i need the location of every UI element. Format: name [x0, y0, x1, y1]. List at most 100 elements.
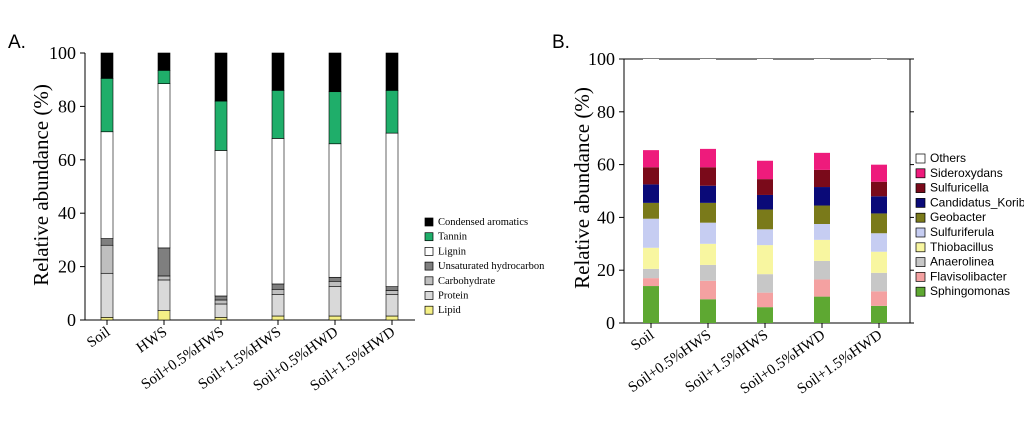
a-bar-soil-lignin	[100, 131, 114, 239]
b-y-tick-label-40: 40	[597, 207, 615, 227]
a-bar-soil-0-5-hws-carbohydrate	[214, 299, 228, 305]
a-y-tick-label-20: 20	[58, 257, 76, 277]
b-bar-soil-0-5-hwd-thiobacillus	[814, 239, 830, 261]
a-bar-soil-0-5-hwd-tannin	[328, 91, 342, 145]
panel-a-bars	[100, 52, 399, 321]
b-bar-soil-1-5-hws-anaerolinea	[757, 274, 773, 293]
a-bar-soil-1-5-hwd-tannin	[385, 90, 399, 134]
a-bar-soil-1-5-hwd-lipid	[385, 315, 399, 321]
a-bar-soil-1-5-hwd-condensed-aromatics	[385, 52, 399, 91]
a-legend-swatch-protein	[424, 291, 434, 300]
b-y-tick-label-0: 0	[606, 313, 615, 333]
a-y-tick-label-40: 40	[58, 203, 76, 223]
a-bar-soil-0-5-hws-lignin	[214, 150, 228, 297]
a-y-tick-label-60: 60	[58, 150, 76, 170]
b-bar-soil-1-5-hws-sulfuricella	[757, 179, 773, 195]
panel-b-axes: 020406080100SoilSoil+0.5%HWSSoil+1.5%HWS…	[588, 49, 914, 397]
b-bar-soil-sideroxydans	[643, 150, 659, 168]
b-legend-swatch-sphingomonas	[915, 286, 926, 297]
a-legend-swatch-condensed-aromatics	[424, 217, 434, 227]
b-bar-soil-1-5-hwd-flavisolibacter	[871, 291, 887, 306]
b-legend-swatch-sideroxydans	[915, 168, 926, 179]
b-bar-soil-0-5-hws-others	[700, 59, 716, 149]
panel-a-label: A.	[8, 32, 26, 53]
b-bar-soil-0-5-hwd-geobacter	[814, 205, 830, 224]
b-legend-swatch-anaerolinea	[915, 257, 926, 267]
b-bar-soil-1-5-hwd-sulfuriferula	[871, 233, 887, 252]
a-bar-soil-1-5-hws-lipid	[271, 315, 285, 321]
b-legend-swatch-flavisolibacter	[915, 272, 926, 282]
b-bar-soil-0-5-hws-sphingomonas	[700, 299, 716, 323]
b-y-tick-label-60: 60	[597, 155, 615, 175]
b-bar-soil-1-5-hwd-anaerolinea	[871, 272, 887, 292]
b-bar-soil-sphingomonas	[643, 286, 659, 323]
b-bar-soil-0-5-hws-thiobacillus	[700, 243, 716, 265]
a-bar-soil-1-5-hwd-lignin	[385, 132, 399, 287]
b-bar-soil-1-5-hws-candidatus-koribacter	[757, 194, 773, 210]
a-y-tick-label-80: 80	[58, 96, 76, 116]
panel-a: A. Relative abundance (%) 0 20 40 60 80 100 So…	[8, 32, 545, 394]
b-bar-soil-1-5-hwd-others	[871, 59, 887, 165]
b-bar-soil-anaerolinea	[643, 268, 659, 279]
a-bar-soil-condensed-aromatics	[100, 52, 114, 79]
b-bar-soil-0-5-hwd-flavisolibacter	[814, 279, 830, 297]
b-bar-soil-others	[643, 59, 659, 151]
a-bar-hws-lipid	[157, 310, 171, 321]
a-category-label-hws: HWS	[134, 324, 170, 356]
b-legend-swatch-geobacter	[915, 212, 926, 223]
b-y-tick-label-20: 20	[597, 260, 615, 280]
a-legend-swatch-tannin	[424, 232, 434, 242]
b-bar-soil-0-5-hws-sulfuriferula	[700, 222, 716, 244]
b-bar-soil-flavisolibacter	[643, 278, 659, 287]
a-y-tick-label-0: 0	[67, 310, 76, 330]
b-bar-soil-1-5-hwd-thiobacillus	[871, 251, 887, 273]
b-bar-soil-1-5-hws-thiobacillus	[757, 245, 773, 275]
a-bar-soil-0-5-hwd-unsaturated-hydrocarbon	[328, 276, 342, 282]
b-legend-swatch-candidatus-koribacter	[915, 198, 926, 208]
b-bar-soil-1-5-hwd-sideroxydans	[871, 164, 887, 182]
a-bar-soil-0-5-hws-condensed-aromatics	[214, 52, 228, 102]
a-legend-label-carbohydrate: Carbohydrate	[438, 276, 495, 287]
b-legend-swatch-sulfuricella	[915, 183, 926, 193]
a-legend-label-tannin: Tannin	[438, 232, 468, 243]
a-category-label-soil: Soil	[84, 324, 113, 351]
b-legend-label-others: Others	[930, 151, 966, 165]
a-bar-soil-1-5-hws-lignin	[271, 138, 285, 285]
b-bar-soil-0-5-hwd-sideroxydans	[814, 152, 830, 170]
a-legend-label-lipid: Lipid	[438, 305, 461, 316]
b-bar-soil-candidatus-koribacter	[643, 184, 659, 203]
b-legend-label-sideroxydans: Sideroxydans	[930, 166, 1003, 180]
a-bar-soil-0-5-hws-lipid	[214, 317, 228, 321]
b-legend-label-anaerolinea: Anaerolinea	[930, 255, 994, 269]
b-bar-soil-0-5-hwd-candidatus-koribacter	[814, 187, 830, 206]
b-bar-soil-0-5-hws-sideroxydans	[700, 148, 716, 168]
a-legend-swatch-carbohydrate	[424, 276, 434, 286]
b-legend-label-sulfuricella: Sulfuricella	[930, 181, 989, 195]
a-bar-soil-0-5-hwd-protein	[328, 286, 342, 317]
a-bar-soil-0-5-hwd-carbohydrate	[328, 280, 342, 287]
b-legend-label-sphingomonas: Sphingomonas	[930, 284, 1010, 298]
a-bar-hws-protein	[157, 279, 171, 311]
a-bar-soil-carbohydrate	[100, 244, 114, 274]
b-bar-soil-1-5-hws-sphingomonas	[757, 307, 773, 323]
a-bar-soil-1-5-hws-tannin	[271, 90, 285, 139]
a-legend-swatch-lignin	[424, 247, 434, 256]
b-legend-label-thiobacillus: Thiobacillus	[930, 240, 993, 254]
panel-b-label: B.	[552, 32, 570, 53]
a-bar-soil-1-5-hwd-carbohydrate	[385, 290, 399, 295]
b-legend-swatch-others	[915, 153, 926, 164]
a-bar-soil-lipid	[100, 317, 114, 321]
b-legend-label-geobacter: Geobacter	[930, 210, 986, 224]
a-bar-soil-1-5-hws-unsaturated-hydrocarbon	[271, 283, 285, 290]
b-bar-soil-0-5-hwd-sulfuriferula	[814, 224, 830, 240]
b-bar-soil-1-5-hwd-geobacter	[871, 213, 887, 234]
a-bar-soil-protein	[100, 272, 114, 318]
b-bar-soil-thiobacillus	[643, 247, 659, 269]
b-y-tick-label-100: 100	[588, 49, 615, 69]
b-legend-swatch-sulfuriferula	[915, 227, 926, 238]
a-legend-swatch-unsaturated-hydrocarbon	[424, 261, 434, 271]
a-bar-soil-1-5-hwd-protein	[385, 294, 399, 317]
b-bar-soil-0-5-hws-candidatus-koribacter	[700, 185, 716, 203]
